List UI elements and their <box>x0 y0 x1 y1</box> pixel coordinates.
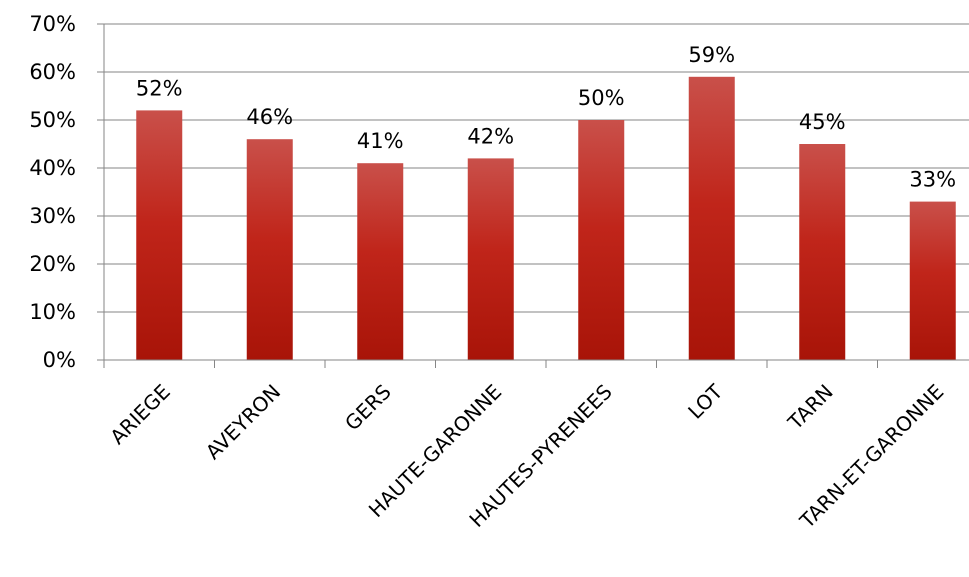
data-label: 59% <box>688 43 735 67</box>
data-labels: 52% 46% 41% 42% 50% 59% 45% 33% <box>136 43 956 192</box>
bar-tarn <box>799 144 846 360</box>
bar-lot <box>688 76 735 361</box>
data-label: 50% <box>578 86 625 110</box>
bar-ariege <box>136 110 183 361</box>
category-label: GERS <box>340 380 396 436</box>
y-tick-label: 50% <box>29 108 76 132</box>
data-label: 46% <box>246 105 293 129</box>
y-tick-label: 20% <box>29 252 76 276</box>
category-label: AVEYRON <box>201 380 286 465</box>
y-tick-labels: 0% 10% 20% 30% 40% 50% 60% 70% <box>29 12 76 372</box>
bar-hautes-pyrenees <box>578 120 625 360</box>
category-label: LOT <box>683 379 728 424</box>
axes <box>103 24 969 368</box>
category-label: ARIEGE <box>105 380 174 449</box>
bar-tarn-et-garonne <box>909 201 956 360</box>
y-tick-label: 0% <box>43 348 76 372</box>
y-tick-label: 60% <box>29 60 76 84</box>
y-tick-label: 70% <box>29 12 76 36</box>
y-tick-label: 10% <box>29 300 76 324</box>
data-label: 45% <box>799 110 846 134</box>
bars <box>136 76 956 361</box>
data-label: 41% <box>357 129 404 153</box>
bar-gers <box>357 163 404 360</box>
data-label: 52% <box>136 76 183 100</box>
y-tick-label: 40% <box>29 156 76 180</box>
y-tick-label: 30% <box>29 204 76 228</box>
category-label: TARN <box>782 380 837 435</box>
data-label: 42% <box>467 124 514 148</box>
x-category-labels: ARIEGE AVEYRON GERSHAUTE-GARONNEHAUTES-PYR… <box>105 379 948 534</box>
bar-haute-garonne <box>467 158 514 360</box>
bar-aveyron <box>246 139 293 360</box>
data-label: 33% <box>909 168 956 192</box>
